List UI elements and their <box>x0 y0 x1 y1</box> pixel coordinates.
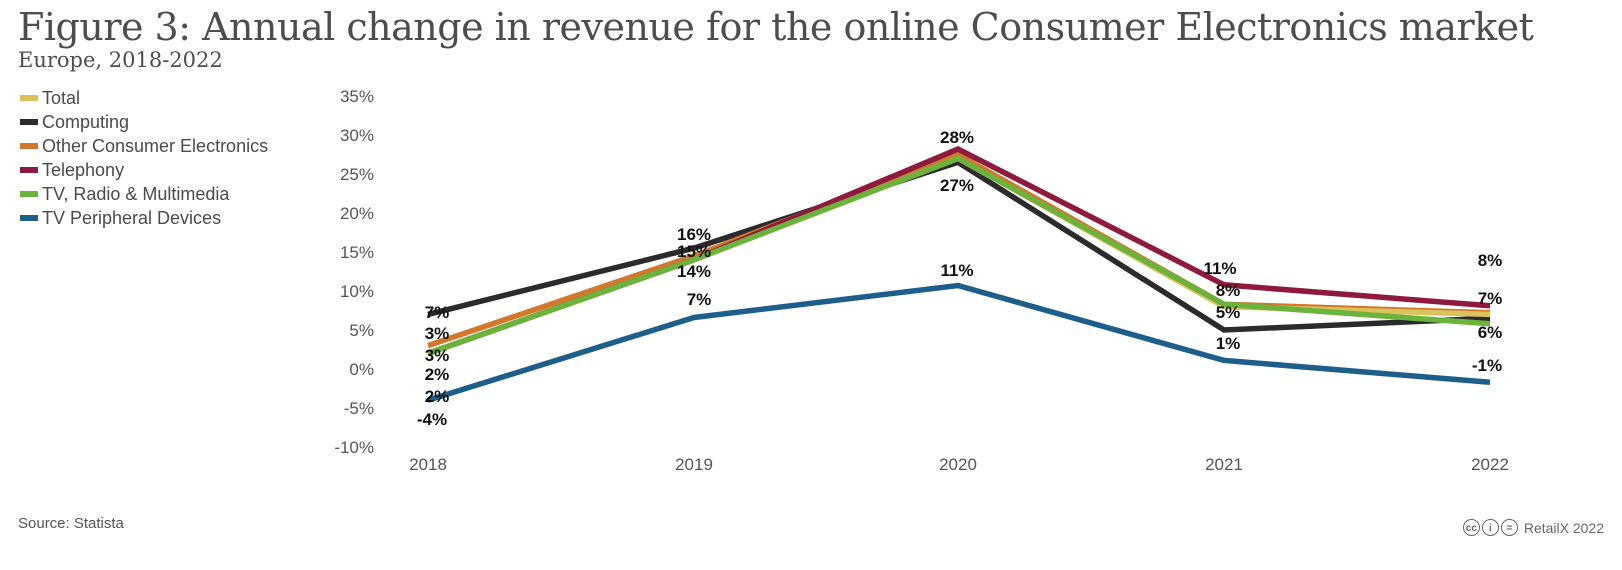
x-tick-label: 2020 <box>939 455 977 474</box>
legend-label: Other Consumer Electronics <box>42 136 269 156</box>
legend-label: TV Peripheral Devices <box>42 208 222 228</box>
data-label: 3% <box>425 346 450 365</box>
series-lines <box>427 145 1491 403</box>
legend-item: TV, Radio & Multimedia <box>20 182 268 206</box>
x-tick-label: 2022 <box>1471 455 1509 474</box>
data-label: 8% <box>1478 251 1503 270</box>
data-label: 3% <box>425 324 450 343</box>
data-labels: 7%3%3%2%2%-4%16%15%14%7%28%27%11% 11%8%5%… <box>417 128 1502 429</box>
legend-item: Computing <box>20 110 268 134</box>
data-label: 2% <box>425 365 450 384</box>
legend-item: Total <box>20 86 268 110</box>
y-tick-label: -5% <box>344 399 374 418</box>
y-tick-label: -10% <box>334 438 374 457</box>
legend-swatch <box>20 95 38 101</box>
series-line <box>427 282 1491 403</box>
attribution-icon: i <box>1481 519 1499 536</box>
y-tick-label: 25% <box>340 165 374 184</box>
license-icons: cc i = <box>1462 519 1518 536</box>
chart-subtitle: Europe, 2018-2022 <box>18 48 223 72</box>
data-label: 2% <box>425 387 450 406</box>
data-label: 7% <box>1478 289 1503 308</box>
data-label: 5% <box>1216 303 1241 322</box>
legend-item: TV Peripheral Devices <box>20 206 268 230</box>
creative-commons-icon: cc <box>1462 519 1480 536</box>
y-tick-label: 5% <box>349 321 374 340</box>
legend-item: Other Consumer Electronics <box>20 134 268 158</box>
legend-swatch <box>20 167 38 173</box>
y-tick-label: 0% <box>349 360 374 379</box>
data-label: 15% <box>677 242 711 261</box>
y-tick-label: 15% <box>340 243 374 262</box>
no-derivatives-icon: = <box>1500 519 1518 536</box>
credit-text: RetailX 2022 <box>1523 519 1604 536</box>
legend-swatch <box>20 191 38 197</box>
x-axis-ticks: 2018 2019 2020 2021 2022 <box>409 455 1509 474</box>
data-label: -1% <box>1472 356 1502 375</box>
legend-label: TV, Radio & Multimedia <box>42 184 230 204</box>
legend-swatch <box>20 143 38 149</box>
data-label: 1% <box>1216 334 1241 353</box>
data-label: 14% <box>677 262 711 281</box>
chart-legend: Total Computing Other Consumer Electronics… <box>20 86 268 230</box>
legend-label: Total <box>42 88 81 108</box>
legend-swatch <box>20 215 38 221</box>
y-tick-label: 35% <box>340 87 374 106</box>
data-label: 7% <box>687 290 712 309</box>
y-axis-ticks: 35% 30% 25% 20% 15% 10% 5% 0% -5% -10% <box>334 87 374 457</box>
data-label: 7% <box>425 303 450 322</box>
data-label: -4% <box>417 410 447 429</box>
data-label: 11% <box>940 261 973 280</box>
y-tick-label: 20% <box>340 204 374 223</box>
data-label: 28% <box>940 128 974 147</box>
x-tick-label: 2021 <box>1205 455 1243 474</box>
legend-item: Telephony <box>20 158 268 182</box>
x-tick-label: 2019 <box>675 455 713 474</box>
data-label: 16% <box>677 225 711 244</box>
legend-label: Telephony <box>42 160 125 180</box>
legend-swatch <box>20 119 38 125</box>
y-tick-label: 30% <box>340 126 374 145</box>
data-label: 11% <box>1203 259 1236 278</box>
data-label: 8% <box>1216 281 1241 300</box>
series-line <box>427 159 1491 333</box>
data-label: 6% <box>1478 323 1503 342</box>
data-label: 27% <box>940 176 974 195</box>
credit: cc i = RetailX 2022 <box>1462 519 1604 536</box>
chart-title: Figure 3: Annual change in revenue for t… <box>18 5 1534 49</box>
y-tick-label: 10% <box>340 282 374 301</box>
x-tick-label: 2018 <box>409 455 447 474</box>
source-note: Source: Statista <box>18 515 124 532</box>
legend-label: Computing <box>42 112 130 132</box>
series-line <box>427 155 1491 356</box>
